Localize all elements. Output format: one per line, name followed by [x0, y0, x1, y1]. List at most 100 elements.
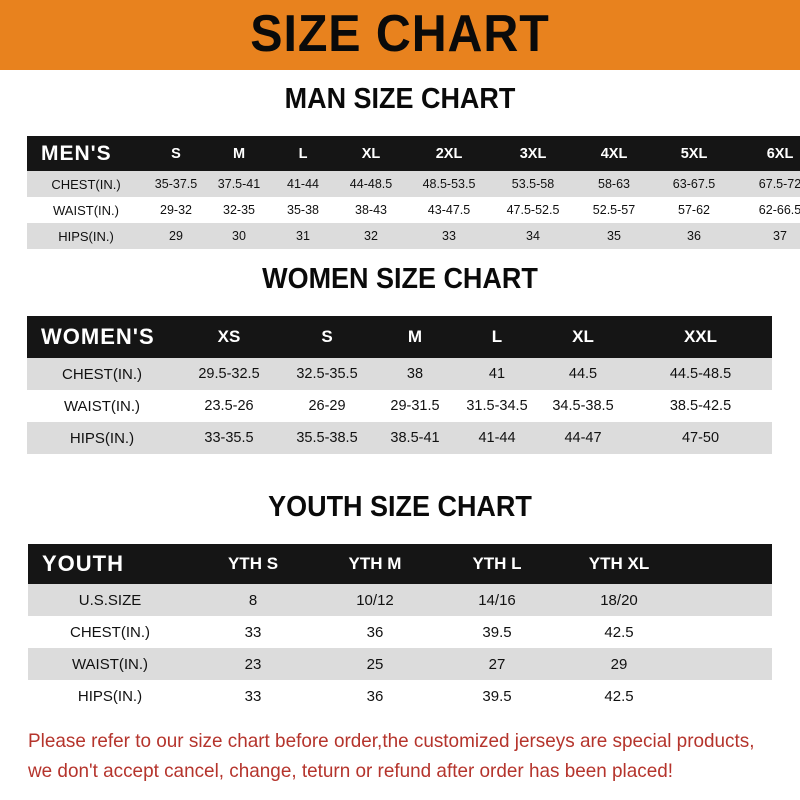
women-cell: 34.5-38.5 — [537, 390, 629, 422]
men-cell: 31 — [271, 223, 335, 249]
men-col-header: XL — [335, 136, 407, 171]
table-row: U.S.SIZE 8 10/12 14/16 18/20 — [28, 584, 772, 616]
youth-cell: 25 — [314, 648, 436, 680]
women-section-title: WOMEN SIZE CHART — [262, 263, 538, 295]
table-row: CHEST(IN.) 33 36 39.5 42.5 — [28, 616, 772, 648]
women-cell: 35.5-38.5 — [281, 422, 373, 454]
men-cell: 67.5-72 — [735, 171, 800, 197]
men-col-header: L — [271, 136, 335, 171]
men-col-header: 4XL — [575, 136, 653, 171]
table-row: CHEST(IN.) 35-37.5 37.5-41 41-44 44-48.5… — [27, 171, 800, 197]
women-cell: 26-29 — [281, 390, 373, 422]
men-cell: 62-66.5 — [735, 197, 800, 223]
men-col-header: 5XL — [653, 136, 735, 171]
table-row: HIPS(IN.) 33 36 39.5 42.5 — [28, 680, 772, 712]
youth-cell: 36 — [314, 680, 436, 712]
men-cell: 53.5-58 — [491, 171, 575, 197]
men-size-table: MEN'S S M L XL 2XL 3XL 4XL 5XL 6XL CHEST… — [27, 136, 800, 249]
youth-cell: 14/16 — [436, 584, 558, 616]
youth-cell: 36 — [314, 616, 436, 648]
women-header-row: WOMEN'S XS S M L XL XXL — [27, 316, 772, 358]
youth-corner-label: YOUTH — [28, 544, 192, 584]
youth-cell: 33 — [192, 616, 314, 648]
men-cell: 43-47.5 — [407, 197, 491, 223]
youth-col-header: YTH XL — [558, 544, 680, 584]
women-cell: 44.5-48.5 — [629, 358, 772, 390]
youth-row-label: WAIST(IN.) — [28, 648, 192, 680]
men-cell: 29-32 — [145, 197, 207, 223]
table-row: CHEST(IN.) 29.5-32.5 32.5-35.5 38 41 44.… — [27, 358, 772, 390]
men-cell: 38-43 — [335, 197, 407, 223]
men-cell: 36 — [653, 223, 735, 249]
men-cell: 63-67.5 — [653, 171, 735, 197]
men-col-header: S — [145, 136, 207, 171]
youth-cell: 18/20 — [558, 584, 680, 616]
men-cell: 35-38 — [271, 197, 335, 223]
youth-row-label: HIPS(IN.) — [28, 680, 192, 712]
men-col-header: M — [207, 136, 271, 171]
men-row-label: HIPS(IN.) — [27, 223, 145, 249]
men-cell: 32 — [335, 223, 407, 249]
women-cell: 29-31.5 — [373, 390, 457, 422]
women-cell: 44-47 — [537, 422, 629, 454]
youth-size-table: YOUTH YTH S YTH M YTH L YTH XL U.S.SIZE … — [28, 544, 772, 712]
women-cell: 47-50 — [629, 422, 772, 454]
youth-col-header: YTH L — [436, 544, 558, 584]
women-corner-label: WOMEN'S — [27, 316, 177, 358]
youth-cell: 39.5 — [436, 680, 558, 712]
men-cell: 35-37.5 — [145, 171, 207, 197]
men-cell: 47.5-52.5 — [491, 197, 575, 223]
men-cell: 57-62 — [653, 197, 735, 223]
women-col-header: S — [281, 316, 373, 358]
youth-cell: 42.5 — [558, 680, 680, 712]
men-cell: 32-35 — [207, 197, 271, 223]
men-corner-label: MEN'S — [27, 136, 145, 171]
men-cell: 58-63 — [575, 171, 653, 197]
men-cell: 34 — [491, 223, 575, 249]
women-size-table: WOMEN'S XS S M L XL XXL CHEST(IN.) 29.5-… — [27, 316, 772, 454]
men-cell: 29 — [145, 223, 207, 249]
women-row-label: HIPS(IN.) — [27, 422, 177, 454]
men-row-label: WAIST(IN.) — [27, 197, 145, 223]
footer-note-line-2: we don't accept cancel, change, teturn o… — [28, 760, 674, 783]
women-cell: 41-44 — [457, 422, 537, 454]
women-cell: 32.5-35.5 — [281, 358, 373, 390]
youth-cell-spacer — [680, 616, 772, 648]
youth-row-label: CHEST(IN.) — [28, 616, 192, 648]
men-cell: 48.5-53.5 — [407, 171, 491, 197]
women-row-label: CHEST(IN.) — [27, 358, 177, 390]
youth-cell-spacer — [680, 584, 772, 616]
men-cell: 37 — [735, 223, 800, 249]
men-section-title: MAN SIZE CHART — [284, 83, 516, 115]
men-col-header: 3XL — [491, 136, 575, 171]
youth-header-row: YOUTH YTH S YTH M YTH L YTH XL — [28, 544, 772, 584]
page-title: SIZE CHART — [250, 4, 550, 63]
footer-note: Please refer to our size chart before or… — [28, 726, 757, 786]
youth-cell: 10/12 — [314, 584, 436, 616]
youth-row-label: U.S.SIZE — [28, 584, 192, 616]
men-cell: 33 — [407, 223, 491, 249]
women-cell: 31.5-34.5 — [457, 390, 537, 422]
footer-note-line-1: Please refer to our size chart before or… — [28, 730, 755, 752]
men-row-label: CHEST(IN.) — [27, 171, 145, 197]
men-col-header: 2XL — [407, 136, 491, 171]
youth-cell: 8 — [192, 584, 314, 616]
women-col-header: XS — [177, 316, 281, 358]
men-cell: 30 — [207, 223, 271, 249]
youth-cell: 23 — [192, 648, 314, 680]
youth-cell: 39.5 — [436, 616, 558, 648]
women-cell: 38 — [373, 358, 457, 390]
women-cell: 33-35.5 — [177, 422, 281, 454]
women-col-header: XXL — [629, 316, 772, 358]
men-cell: 35 — [575, 223, 653, 249]
men-cell: 37.5-41 — [207, 171, 271, 197]
women-col-header: XL — [537, 316, 629, 358]
women-col-header: L — [457, 316, 537, 358]
youth-cell: 27 — [436, 648, 558, 680]
women-col-header: M — [373, 316, 457, 358]
youth-cell: 33 — [192, 680, 314, 712]
men-table-body: MEN'S S M L XL 2XL 3XL 4XL 5XL 6XL CHEST… — [27, 136, 800, 249]
youth-cell-spacer — [680, 680, 772, 712]
youth-col-header: YTH M — [314, 544, 436, 584]
youth-section-title: YOUTH SIZE CHART — [268, 491, 532, 523]
